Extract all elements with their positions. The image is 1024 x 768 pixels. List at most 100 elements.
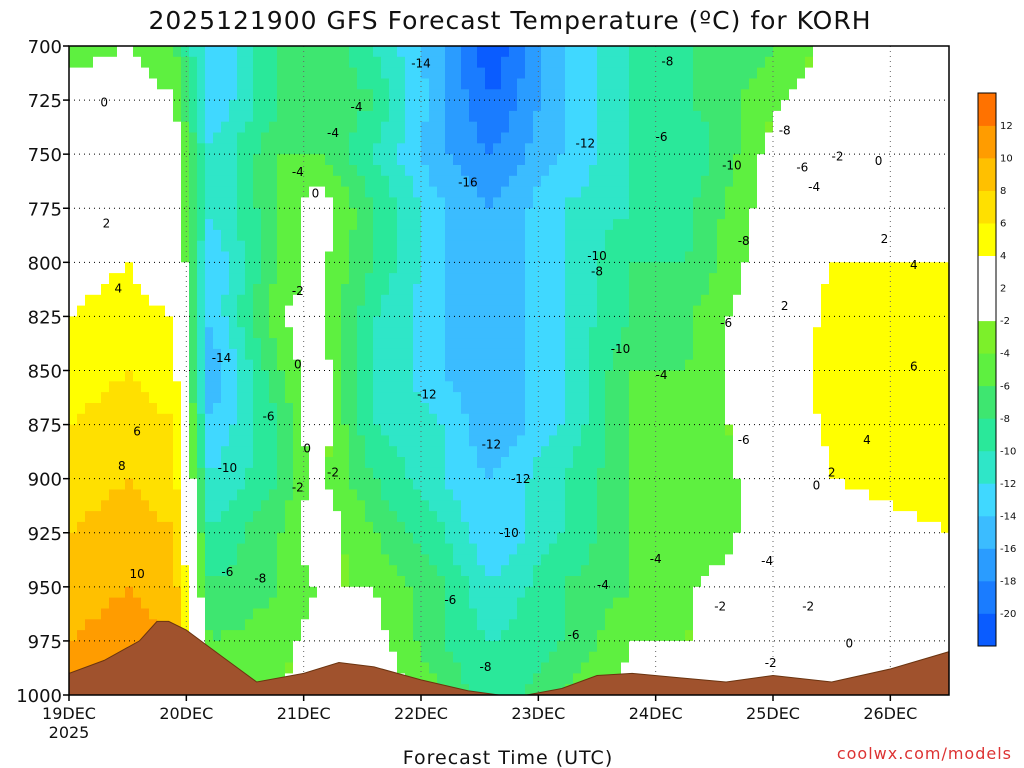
temperature-cell (525, 165, 534, 177)
temperature-cell (629, 229, 638, 242)
temperature-cell (253, 413, 262, 426)
temperature-cell (93, 338, 102, 350)
temperature-cell (357, 424, 366, 436)
temperature-cell (405, 175, 414, 188)
temperature-cell (69, 511, 78, 523)
temperature-cell (333, 630, 342, 642)
temperature-cell (197, 219, 206, 231)
temperature-cell (317, 619, 326, 631)
temperature-cell (357, 197, 366, 209)
temperature-cell (133, 392, 142, 404)
temperature-cell (245, 338, 254, 350)
temperature-cell (445, 565, 454, 577)
temperature-cell (157, 348, 166, 361)
temperature-cell (397, 500, 406, 512)
temperature-cell (501, 446, 510, 458)
temperature-cell (133, 554, 142, 566)
temperature-cell (325, 208, 334, 220)
temperature-cell (517, 511, 526, 523)
temperature-cell (637, 435, 646, 447)
temperature-cell (325, 532, 334, 545)
temperature-cell (669, 619, 678, 631)
temperature-cell (381, 370, 390, 382)
temperature-cell (525, 186, 534, 198)
temperature-cell (701, 154, 710, 166)
temperature-cell (309, 359, 318, 372)
temperature-cell (125, 359, 134, 372)
temperature-cell (293, 100, 302, 112)
temperature-cell (309, 446, 318, 458)
temperature-cell (117, 67, 126, 79)
temperature-cell (277, 284, 286, 296)
temperature-cell (525, 89, 534, 101)
temperature-cell (501, 165, 510, 177)
temperature-cell (221, 110, 230, 123)
temperature-cell (685, 662, 694, 674)
temperature-cell (461, 186, 470, 198)
temperature-cell (309, 132, 318, 144)
temperature-cell (509, 586, 518, 599)
temperature-cell (189, 154, 198, 166)
temperature-cell (445, 521, 454, 534)
temperature-cell (653, 338, 662, 350)
temperature-cell (437, 89, 446, 101)
temperature-cell (85, 597, 94, 609)
temperature-cell (213, 381, 222, 393)
temperature-cell (733, 46, 742, 58)
temperature-cell (397, 305, 406, 317)
temperature-cell (645, 67, 654, 79)
temperature-cell (293, 154, 302, 166)
temperature-cell (437, 392, 446, 404)
temperature-cell (149, 489, 158, 501)
temperature-cell (629, 662, 638, 674)
temperature-cell (253, 576, 262, 588)
temperature-cell (573, 273, 582, 285)
temperature-cell (357, 316, 366, 328)
temperature-cell (189, 67, 198, 79)
temperature-cell (253, 608, 262, 620)
temperature-cell (397, 327, 406, 339)
temperature-cell (357, 489, 366, 501)
temperature-cell (365, 630, 374, 642)
temperature-cell (445, 154, 454, 166)
temperature-cell (461, 89, 470, 101)
temperature-cell (261, 392, 270, 404)
temperature-cell (709, 467, 718, 480)
temperature-cell (205, 229, 214, 242)
temperature-cell (605, 46, 614, 58)
temperature-cell (397, 381, 406, 393)
temperature-cell (461, 586, 470, 599)
temperature-cell (197, 446, 206, 458)
temperature-cell (69, 597, 78, 609)
temperature-cell (589, 457, 598, 469)
temperature-cell (165, 457, 174, 469)
temperature-cell (613, 121, 622, 134)
temperature-cell (309, 467, 318, 480)
temperature-cell (413, 619, 422, 631)
temperature-cell (157, 100, 166, 112)
temperature-cell (605, 662, 614, 674)
temperature-cell (653, 208, 662, 220)
temperature-cell (85, 251, 94, 263)
temperature-cell (293, 165, 302, 177)
temperature-cell (117, 521, 126, 534)
temperature-cell (581, 413, 590, 426)
temperature-cell (397, 576, 406, 588)
temperature-cell (157, 478, 166, 491)
temperature-cell (237, 273, 246, 285)
temperature-cell (725, 565, 734, 577)
temperature-cell (413, 316, 422, 328)
temperature-cell (109, 240, 118, 253)
temperature-cell (117, 446, 126, 458)
temperature-cell (525, 478, 534, 491)
temperature-cell (389, 630, 398, 642)
temperature-cell (189, 532, 198, 545)
temperature-cell (565, 46, 574, 58)
temperature-cell (709, 554, 718, 566)
temperature-cell (373, 305, 382, 317)
temperature-cell (405, 565, 414, 577)
temperature-cell (501, 316, 510, 328)
temperature-cell (525, 219, 534, 231)
temperature-cell (709, 630, 718, 642)
temperature-cell (717, 338, 726, 350)
